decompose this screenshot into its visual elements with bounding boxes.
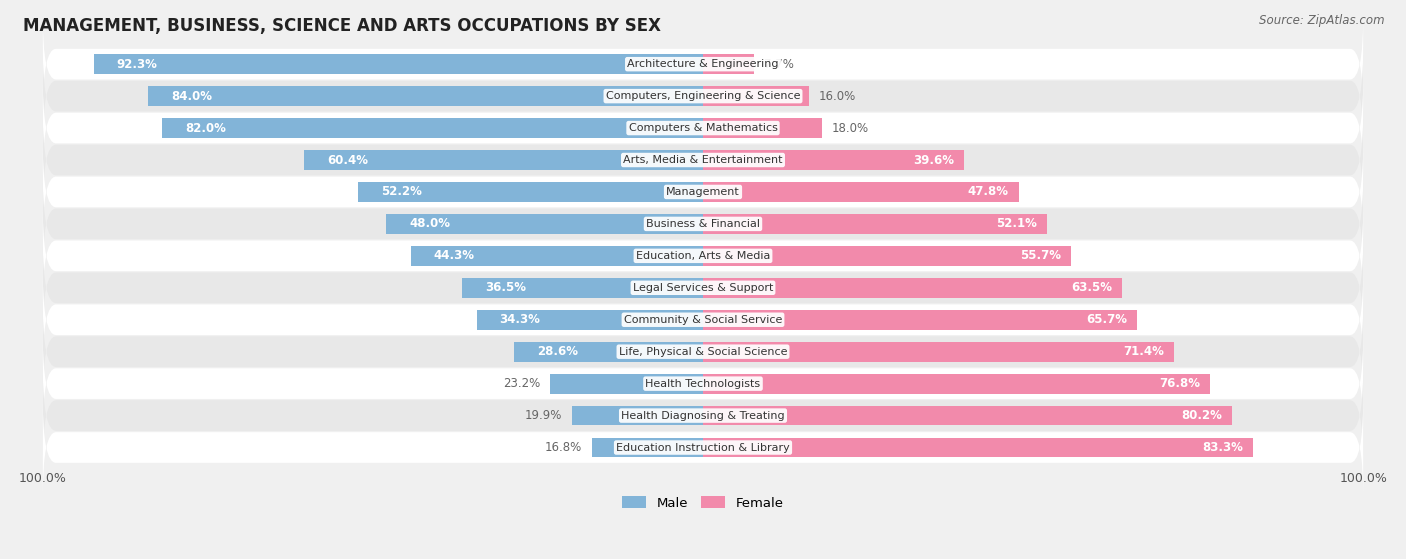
Bar	[149, 86, 703, 106]
FancyBboxPatch shape	[42, 48, 1364, 145]
Text: Community & Social Service: Community & Social Service	[624, 315, 782, 325]
Bar	[703, 118, 823, 138]
Text: 83.3%: 83.3%	[1202, 441, 1243, 454]
Text: 48.0%: 48.0%	[409, 217, 450, 230]
Text: 55.7%: 55.7%	[1019, 249, 1060, 262]
Text: 28.6%: 28.6%	[537, 345, 578, 358]
Text: Legal Services & Support: Legal Services & Support	[633, 283, 773, 293]
Bar	[94, 54, 703, 74]
Bar	[703, 406, 1233, 425]
Bar	[359, 182, 703, 202]
Text: 65.7%: 65.7%	[1085, 313, 1126, 326]
FancyBboxPatch shape	[42, 335, 1364, 432]
FancyBboxPatch shape	[42, 367, 1364, 464]
Text: Architecture & Engineering: Architecture & Engineering	[627, 59, 779, 69]
FancyBboxPatch shape	[42, 144, 1364, 240]
Bar	[703, 278, 1122, 298]
Bar	[572, 406, 703, 425]
Text: Arts, Media & Entertainment: Arts, Media & Entertainment	[623, 155, 783, 165]
Text: 16.0%: 16.0%	[818, 89, 856, 103]
Bar	[592, 438, 703, 457]
Text: 82.0%: 82.0%	[184, 121, 226, 135]
Text: 60.4%: 60.4%	[328, 154, 368, 167]
Bar	[304, 150, 703, 170]
Text: Education, Arts & Media: Education, Arts & Media	[636, 251, 770, 261]
Text: 19.9%: 19.9%	[524, 409, 562, 422]
Text: 52.2%: 52.2%	[381, 186, 422, 198]
Text: 44.3%: 44.3%	[433, 249, 475, 262]
Text: 71.4%: 71.4%	[1123, 345, 1164, 358]
Text: Health Diagnosing & Treating: Health Diagnosing & Treating	[621, 410, 785, 420]
Text: Life, Physical & Social Science: Life, Physical & Social Science	[619, 347, 787, 357]
Bar	[515, 342, 703, 362]
Bar	[703, 214, 1047, 234]
Bar	[703, 246, 1071, 266]
Bar	[387, 214, 703, 234]
Text: Education Instruction & Library: Education Instruction & Library	[616, 443, 790, 453]
Bar	[463, 278, 703, 298]
Text: MANAGEMENT, BUSINESS, SCIENCE AND ARTS OCCUPATIONS BY SEX: MANAGEMENT, BUSINESS, SCIENCE AND ARTS O…	[22, 17, 661, 35]
FancyBboxPatch shape	[42, 176, 1364, 272]
Bar	[550, 374, 703, 394]
Text: Health Technologists: Health Technologists	[645, 378, 761, 389]
Bar	[703, 438, 1253, 457]
Text: 18.0%: 18.0%	[832, 121, 869, 135]
Bar	[477, 310, 703, 330]
Text: Computers, Engineering & Science: Computers, Engineering & Science	[606, 91, 800, 101]
FancyBboxPatch shape	[42, 79, 1364, 177]
FancyBboxPatch shape	[42, 207, 1364, 305]
Bar	[703, 54, 754, 74]
Text: 63.5%: 63.5%	[1071, 281, 1112, 294]
FancyBboxPatch shape	[42, 271, 1364, 368]
Text: 92.3%: 92.3%	[117, 58, 157, 70]
Bar	[703, 374, 1211, 394]
Text: 52.1%: 52.1%	[995, 217, 1038, 230]
Text: 16.8%: 16.8%	[546, 441, 582, 454]
FancyBboxPatch shape	[42, 16, 1364, 113]
Bar	[411, 246, 703, 266]
Text: Computers & Mathematics: Computers & Mathematics	[628, 123, 778, 133]
Legend: Male, Female: Male, Female	[617, 491, 789, 515]
Text: 76.8%: 76.8%	[1159, 377, 1201, 390]
Text: 7.7%: 7.7%	[763, 58, 793, 70]
Bar	[703, 310, 1136, 330]
Text: 39.6%: 39.6%	[914, 154, 955, 167]
FancyBboxPatch shape	[42, 303, 1364, 400]
Text: 36.5%: 36.5%	[485, 281, 526, 294]
Bar	[703, 182, 1018, 202]
Text: 80.2%: 80.2%	[1181, 409, 1223, 422]
FancyBboxPatch shape	[42, 399, 1364, 496]
Bar	[703, 342, 1174, 362]
Bar	[703, 150, 965, 170]
Text: Management: Management	[666, 187, 740, 197]
FancyBboxPatch shape	[42, 239, 1364, 337]
Text: 47.8%: 47.8%	[967, 186, 1008, 198]
Bar	[703, 86, 808, 106]
FancyBboxPatch shape	[42, 111, 1364, 209]
Text: Source: ZipAtlas.com: Source: ZipAtlas.com	[1260, 14, 1385, 27]
Text: 34.3%: 34.3%	[499, 313, 540, 326]
Text: 84.0%: 84.0%	[172, 89, 212, 103]
Text: 23.2%: 23.2%	[503, 377, 540, 390]
Text: Business & Financial: Business & Financial	[645, 219, 761, 229]
Bar	[162, 118, 703, 138]
